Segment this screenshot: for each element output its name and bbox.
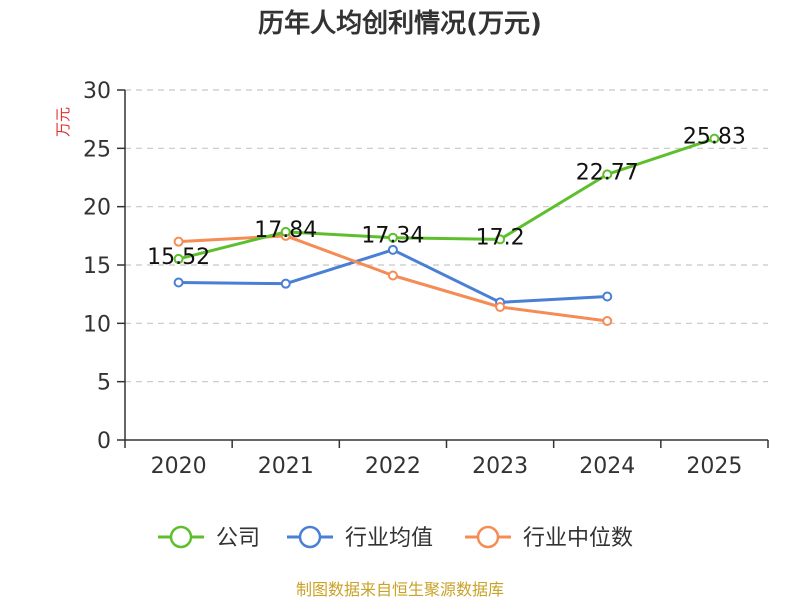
data-point[interactable] — [495, 302, 506, 312]
legend-marker — [169, 525, 193, 549]
legend-item-2[interactable]: 行业中位数 — [465, 525, 633, 551]
x-tick-label: 2021 — [258, 454, 314, 479]
y-tick-label: 30 — [83, 79, 111, 104]
data-label: 17.2 — [476, 225, 525, 250]
data-point[interactable] — [602, 169, 613, 180]
data-point[interactable] — [173, 236, 184, 247]
x-tick-label: 2023 — [472, 454, 528, 479]
data-point[interactable] — [173, 277, 184, 288]
y-axis-label: 万元 — [54, 107, 72, 137]
data-point[interactable] — [280, 278, 291, 289]
data-label: 15.52 — [147, 245, 210, 270]
data-point[interactable] — [602, 291, 613, 302]
data-point[interactable] — [495, 234, 506, 245]
y-tick-label: 15 — [83, 254, 111, 279]
data-point[interactable] — [602, 316, 613, 326]
legend-marker — [476, 525, 500, 549]
y-tick-label: 5 — [97, 371, 111, 396]
legend[interactable]: 公司 行业均值 行业中位数 — [158, 525, 633, 551]
data-point[interactable] — [173, 253, 184, 264]
y-tick-label: 20 — [83, 196, 111, 221]
grid-lines — [125, 89, 768, 383]
x-tick-label: 2025 — [686, 454, 742, 479]
data-point[interactable] — [280, 226, 291, 237]
legend-label: 行业中位数 — [523, 526, 633, 551]
x-tick-label: 2022 — [365, 454, 421, 479]
series-group: 15.52 17.84 17.34 17.2 22.77 25.83 — [147, 125, 746, 326]
data-point[interactable] — [387, 270, 398, 281]
x-tick-label: 2020 — [151, 454, 207, 479]
y-tick-label: 0 — [97, 429, 111, 454]
data-label: 17.84 — [254, 218, 317, 243]
series-line-0 — [178, 137, 715, 261]
data-point[interactable] — [709, 133, 720, 144]
data-point[interactable] — [387, 244, 398, 255]
data-label: 17.34 — [361, 224, 424, 249]
legend-label: 行业均值 — [345, 526, 433, 551]
y-tick-label: 10 — [83, 312, 111, 337]
x-tick-label: 2024 — [579, 454, 635, 479]
legend-marker — [298, 525, 322, 549]
source-note: 制图数据来自恒生聚源数据库 — [296, 580, 504, 599]
data-label: 25.83 — [683, 125, 746, 150]
legend-item-0[interactable]: 公司 — [158, 525, 260, 551]
legend-label: 公司 — [216, 526, 260, 551]
data-label: 22.77 — [576, 160, 639, 185]
data-point[interactable] — [387, 232, 398, 243]
legend-item-1[interactable]: 行业均值 — [287, 525, 433, 551]
y-tick-label: 25 — [83, 137, 111, 162]
chart-title: 历年人均创利情况(万元) — [258, 8, 542, 39]
